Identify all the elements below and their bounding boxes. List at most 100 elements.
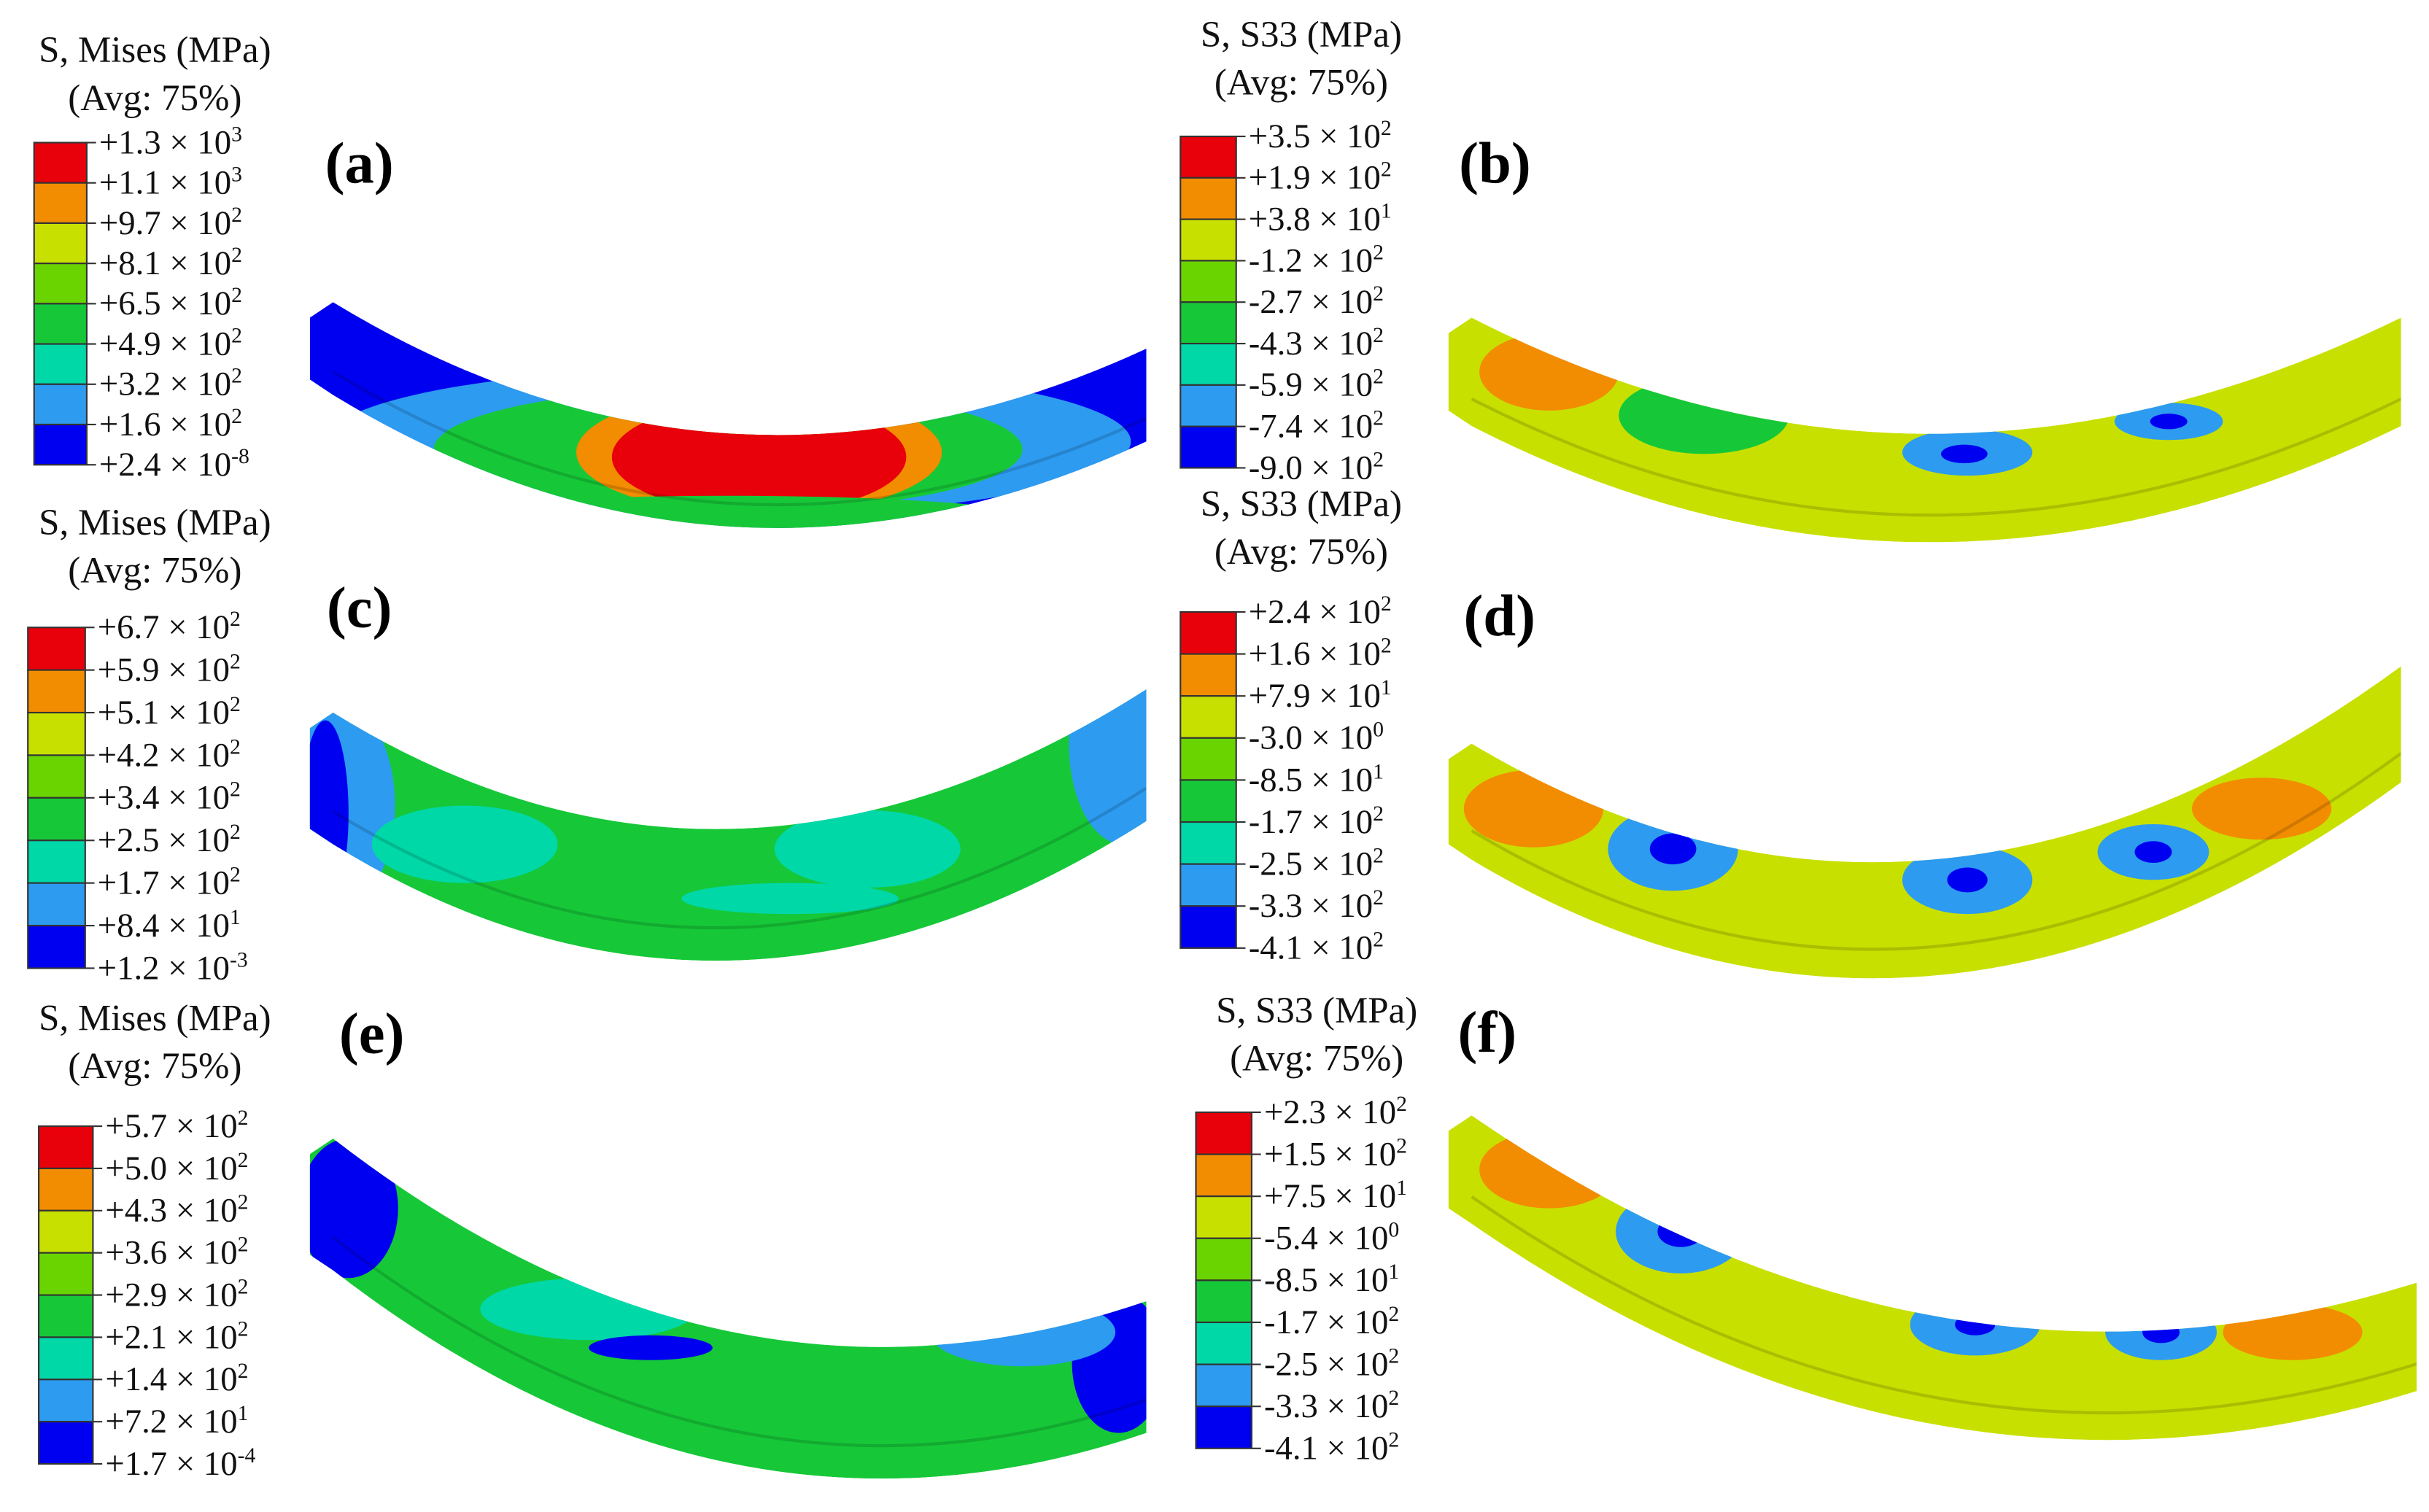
mantissa: -3.3 × 10: [1264, 1387, 1388, 1425]
exponent: 1: [1373, 760, 1384, 783]
panel-label: (a): [325, 131, 394, 196]
color-swatch: [27, 840, 86, 884]
scale-label: -4.1 × 102: [1264, 1429, 1399, 1468]
scale-label: +4.3 × 102: [105, 1191, 248, 1230]
scale-label: +7.5 × 101: [1264, 1176, 1407, 1215]
scale-label: +7.9 × 101: [1249, 676, 1392, 715]
exponent: 2: [1373, 886, 1384, 910]
exponent: 2: [1373, 448, 1384, 471]
mantissa: +1.1 × 10: [99, 164, 231, 202]
exponent: 2: [1388, 1344, 1399, 1368]
mantissa: +7.2 × 10: [105, 1403, 237, 1441]
mantissa: +1.9 × 10: [1249, 159, 1381, 197]
scale-label: +3.2 × 102: [99, 365, 242, 403]
beam-body: [1448, 666, 2401, 979]
scale-label: +3.5 × 102: [1249, 117, 1392, 155]
scale-label: -1.2 × 102: [1249, 241, 1384, 279]
scale-label: +8.4 × 101: [98, 906, 241, 945]
exponent: 1: [1381, 676, 1392, 699]
exponent: 2: [238, 1360, 249, 1383]
scale-label: +4.2 × 102: [98, 735, 241, 774]
color-swatch: [33, 423, 88, 466]
mantissa: -1.7 × 10: [1249, 803, 1373, 841]
scale-label: -2.7 × 102: [1249, 282, 1384, 321]
scale-label: +8.1 × 102: [99, 244, 242, 282]
beam-edge: [332, 1236, 1147, 1448]
mantissa: +3.8 × 10: [1249, 200, 1381, 238]
mantissa: -4.1 × 10: [1249, 929, 1373, 967]
beam: [309, 689, 1147, 961]
contour-patch: [1947, 867, 1988, 893]
beam: [1448, 317, 2401, 543]
scale-label: -3.0 × 100: [1249, 718, 1384, 757]
color-swatch: [1179, 863, 1237, 907]
mantissa: -2.5 × 10: [1264, 1345, 1388, 1383]
color-swatch: [38, 1379, 94, 1423]
scale-label: +3.4 × 102: [98, 778, 241, 817]
exponent: -4: [238, 1444, 256, 1468]
legend-subtitle: (Avg: 75%): [68, 1046, 241, 1087]
color-swatch: [1179, 301, 1237, 345]
color-swatch: [1179, 342, 1237, 386]
legend-subtitle: (Avg: 75%): [1230, 1039, 1403, 1079]
legend-title: S, Mises (MPa): [39, 503, 271, 543]
mantissa: +1.3 × 10: [99, 123, 231, 161]
color-swatch: [1195, 1363, 1253, 1408]
contour-patch: [309, 1139, 398, 1279]
exponent: 2: [1373, 241, 1384, 264]
mantissa: -1.7 × 10: [1264, 1303, 1388, 1341]
exponent: 2: [238, 1275, 249, 1298]
color-swatch: [38, 1336, 94, 1381]
scale-label: -3.3 × 102: [1249, 886, 1384, 925]
color-swatch: [38, 1294, 94, 1338]
scale-label: +1.7 × 10-4: [105, 1444, 255, 1483]
exponent: 2: [1388, 1303, 1399, 1326]
mantissa: +8.4 × 10: [98, 907, 230, 945]
mantissa: +3.6 × 10: [105, 1234, 237, 1272]
color-swatch: [33, 383, 88, 426]
exponent: 1: [230, 906, 241, 929]
scale-label: +3.6 × 102: [105, 1233, 248, 1272]
exponent: 2: [230, 821, 241, 844]
mantissa: +4.3 × 10: [105, 1192, 237, 1230]
scale-label: +1.5 × 102: [1264, 1134, 1407, 1173]
color-swatch: [1195, 1237, 1253, 1282]
exponent: 2: [231, 203, 242, 227]
scale-label: +1.4 × 102: [105, 1360, 248, 1398]
mantissa: +2.3 × 10: [1264, 1093, 1396, 1131]
panel: S, Mises (MPa)(Avg: 75%)(c)+6.7 × 102+5.…: [27, 503, 1147, 987]
legend-subtitle: (Avg: 75%): [1214, 63, 1388, 104]
beam-body: [309, 1139, 1147, 1479]
scale-label: +1.9 × 102: [1249, 158, 1392, 197]
scale-label: +6.5 × 102: [99, 284, 242, 322]
mantissa: +5.9 × 10: [98, 651, 230, 689]
mantissa: +2.1 × 10: [105, 1318, 237, 1356]
exponent: 3: [231, 163, 242, 187]
exponent: 2: [238, 1317, 249, 1341]
scale-label: +5.7 × 102: [105, 1106, 248, 1145]
contour-patch: [2134, 841, 2172, 864]
scale-label: +2.3 × 102: [1264, 1093, 1407, 1131]
exponent: 0: [1373, 718, 1384, 742]
scale-label: +7.2 × 101: [105, 1402, 248, 1441]
scale-label: +1.1 × 103: [99, 163, 242, 202]
exponent: 2: [230, 608, 241, 631]
scale-label: +5.1 × 102: [98, 693, 241, 732]
scale-label: -2.5 × 102: [1264, 1344, 1399, 1383]
mantissa: +1.5 × 10: [1264, 1135, 1396, 1173]
legend-title: S, Mises (MPa): [39, 30, 271, 71]
mantissa: -7.4 × 10: [1249, 408, 1373, 446]
contour-patch: [589, 1335, 713, 1360]
scale-label: +2.4 × 10-8: [99, 445, 249, 484]
mantissa: +5.7 × 10: [105, 1107, 237, 1145]
mantissa: +3.4 × 10: [98, 779, 230, 817]
scale-label: +6.7 × 102: [98, 608, 241, 646]
color-swatch: [38, 1167, 94, 1211]
color-swatch: [38, 1252, 94, 1296]
mantissa: +2.4 × 10: [1249, 593, 1381, 631]
contour-patch: [681, 883, 899, 915]
mantissa: -2.5 × 10: [1249, 845, 1373, 883]
color-swatch: [27, 627, 86, 671]
mantissa: +2.5 × 10: [98, 821, 230, 859]
scale-label: -2.5 × 102: [1249, 845, 1384, 883]
